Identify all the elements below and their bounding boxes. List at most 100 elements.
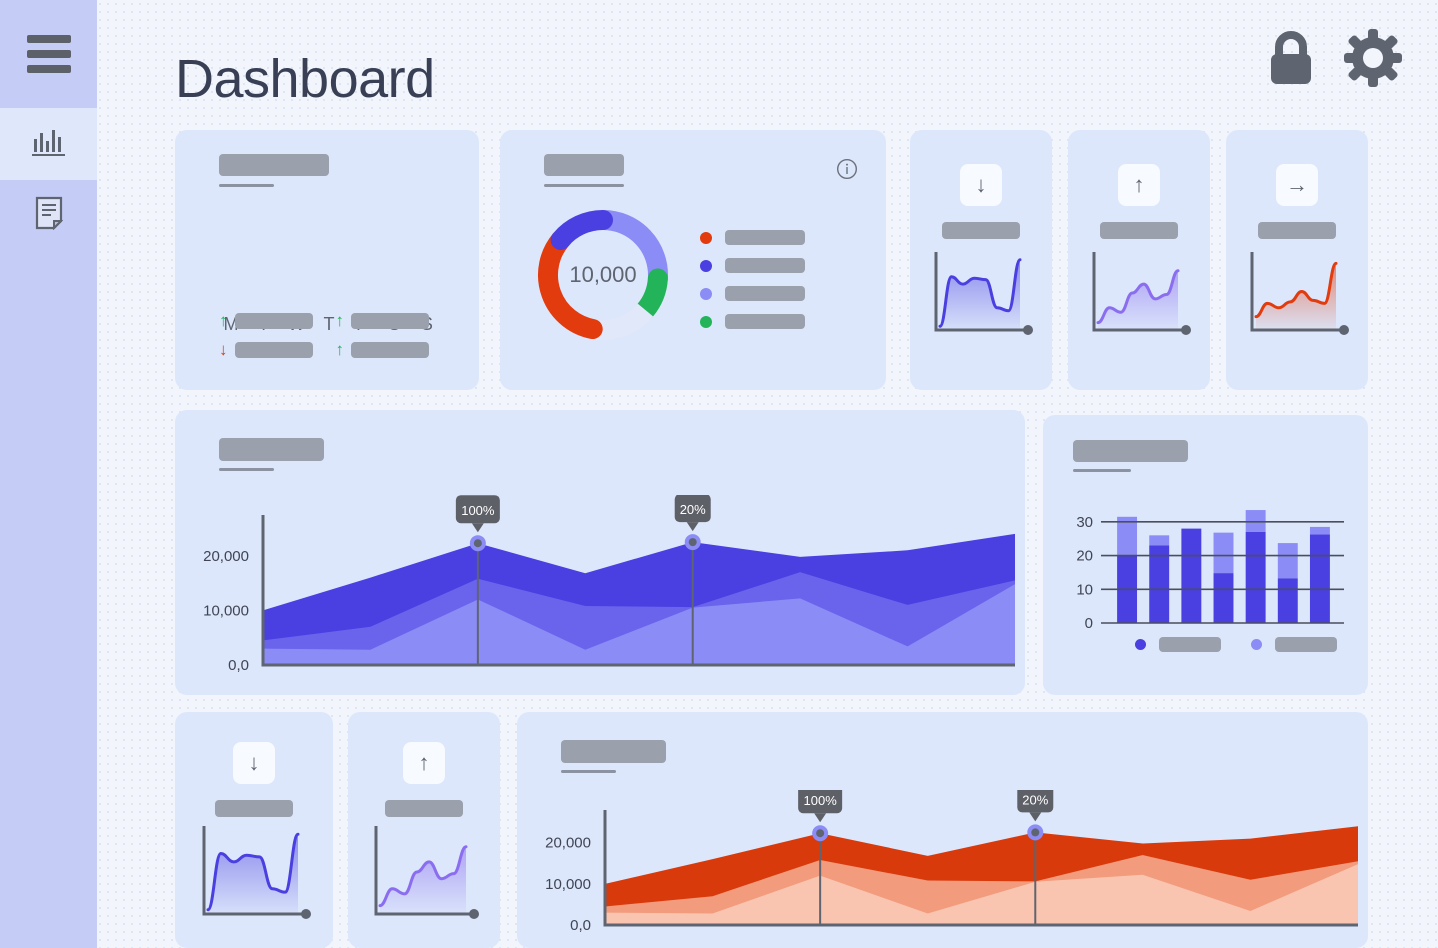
annotation-tooltip[interactable]: 20% <box>674 495 711 532</box>
card-title-placeholder <box>544 154 624 176</box>
sparkline-endpoint-dot <box>1181 325 1191 335</box>
sparkline-chart <box>928 250 1034 348</box>
stacked-legend <box>1135 637 1337 652</box>
stacked-bar-segment <box>1309 534 1330 623</box>
red-area-chart-card: 20,000 10,000 0,0 100% 20% <box>517 712 1368 948</box>
sparkline-axis <box>202 826 306 916</box>
annotation-tooltip[interactable]: 100% <box>798 790 843 823</box>
annotation-tooltip[interactable]: 100% <box>455 495 500 533</box>
sparkline-line <box>378 845 468 908</box>
sidebar-item-menu-toggle[interactable] <box>0 0 97 108</box>
hamburger-menu-icon[interactable] <box>26 35 71 73</box>
stacked-bar-segment <box>1117 516 1138 556</box>
donut-center-value: 10,000 <box>569 262 637 287</box>
annotation-label: 100% <box>804 793 838 808</box>
weekly-bars-card: MTWTFSS ↑↑↓↑ <box>175 130 479 390</box>
mini-card-1[interactable]: ↓ <box>910 130 1052 390</box>
bar-axis-label: T <box>323 314 335 334</box>
annotation-marker-center <box>816 829 825 838</box>
legend-label-placeholder <box>725 230 805 245</box>
info-icon[interactable] <box>836 158 858 180</box>
annotation-label: 20% <box>680 502 706 517</box>
card-title-placeholder <box>219 154 329 176</box>
card-subtitle-placeholder <box>544 184 624 187</box>
sparkline-axis <box>934 252 1028 332</box>
legend-color-dot <box>1135 639 1146 650</box>
stat-row: ↓ <box>219 341 328 358</box>
arrow-down-icon[interactable]: ↓ <box>233 742 275 784</box>
legend-row <box>700 230 805 245</box>
stacked-bar-segment <box>1149 545 1170 623</box>
sparkline-line <box>1096 269 1180 325</box>
donut-chart <box>538 210 668 340</box>
area-chart: 20,000 10,000 0,0 100% 20% <box>203 495 1015 674</box>
y-axis-tick-label: 0,0 <box>228 657 249 674</box>
y-axis-tick-label: 10,000 <box>203 602 249 619</box>
stacked-bar-segment <box>1213 573 1234 623</box>
settings-gear-icon[interactable] <box>1343 28 1403 88</box>
stat-value-placeholder <box>234 341 313 358</box>
mini-card-2[interactable]: ↑ <box>1068 130 1210 390</box>
mini-card-4[interactable]: ↓ <box>175 712 333 948</box>
legend-row <box>700 286 805 301</box>
legend-label-placeholder <box>725 286 805 301</box>
sparkline-endpoint-dot <box>301 909 311 919</box>
card-title-placeholder <box>219 438 324 461</box>
sidebar-item-documents[interactable] <box>0 180 97 246</box>
donut-segment <box>635 268 668 321</box>
arrow-up-icon: ↑ <box>335 340 345 359</box>
arrow-right-icon[interactable]: → <box>1276 164 1318 206</box>
y-axis-tick-label: 10,000 <box>545 876 591 893</box>
stacked-bar-segment <box>1245 510 1266 532</box>
sparkline-area <box>380 846 466 914</box>
mini-card-3[interactable]: → <box>1226 130 1368 390</box>
donut-segment <box>550 210 613 250</box>
arrow-up-icon: ↑ <box>219 311 228 330</box>
stat-value-placeholder <box>351 341 429 358</box>
annotation-tooltip[interactable]: 20% <box>1017 790 1054 822</box>
y-axis-tick-label: 20 <box>1076 548 1093 565</box>
donut-segment <box>538 229 603 340</box>
mini-card-5[interactable]: ↑ <box>348 712 500 948</box>
legend-label-placeholder <box>1275 637 1337 652</box>
donut-card: 10,000 <box>500 130 886 390</box>
stat-row: ↑ <box>336 312 445 329</box>
sidebar-item-analytics[interactable] <box>0 108 97 180</box>
chart-axis <box>261 515 1015 667</box>
y-axis-tick-label: 20,000 <box>203 548 249 565</box>
sparkline-axis <box>374 826 474 916</box>
annotation-label: 100% <box>461 503 495 518</box>
donut-legend <box>700 230 805 329</box>
sparkline-axis <box>1250 252 1344 332</box>
bar-chart-icon <box>31 130 65 156</box>
card-subtitle-placeholder <box>561 770 616 773</box>
stacked-bar-segment <box>1277 578 1298 623</box>
stat-value-placeholder <box>234 312 313 329</box>
stacked-bar-segment <box>1181 528 1202 623</box>
legend-color-dot <box>1251 639 1262 650</box>
lock-icon[interactable] <box>1261 28 1321 88</box>
sparkline-chart <box>368 824 480 932</box>
legend-color-dot <box>700 259 712 272</box>
legend-label-placeholder <box>725 258 805 273</box>
sparkline-endpoint-dot <box>1339 325 1349 335</box>
arrow-down-icon[interactable]: ↓ <box>960 164 1002 206</box>
card-subtitle-placeholder <box>219 468 274 471</box>
annotation-marker-center <box>688 538 697 547</box>
sparkline-area <box>1098 270 1178 330</box>
sparkline-line <box>206 832 300 912</box>
stat-row: ↑ <box>336 341 445 358</box>
legend-row <box>1251 637 1337 652</box>
legend-row <box>1135 637 1221 652</box>
arrow-up-icon[interactable]: ↑ <box>403 742 445 784</box>
blue-area-chart-card: 20,000 10,000 0,0 100% 20% <box>175 410 1025 695</box>
area-series <box>263 584 1015 665</box>
arrow-up-icon[interactable]: ↑ <box>1118 164 1160 206</box>
card-title-placeholder <box>561 740 666 763</box>
sparkline-chart <box>196 824 312 932</box>
arrow-down-icon: ↓ <box>219 340 228 359</box>
sparkline-area <box>940 259 1020 330</box>
mini-card-label-placeholder <box>942 222 1020 239</box>
stat-row: ↑ <box>219 312 328 329</box>
arrow-up-icon: ↑ <box>335 311 345 330</box>
